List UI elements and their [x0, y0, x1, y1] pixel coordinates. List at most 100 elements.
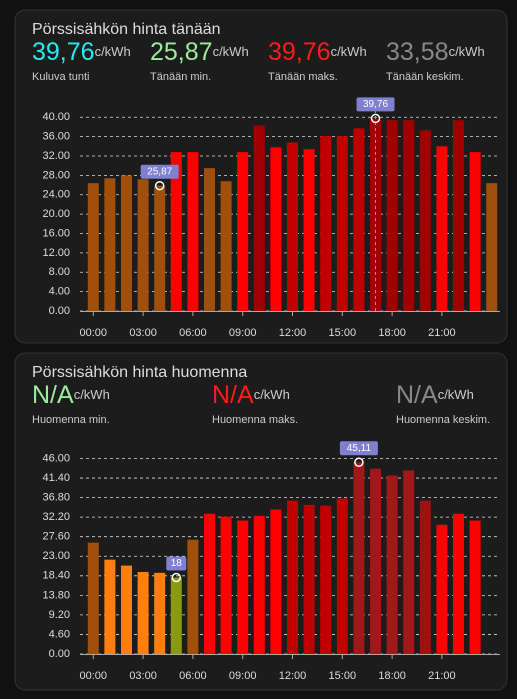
x-tick-label: 06:00	[179, 327, 207, 339]
stat-label: Tänään min.	[150, 71, 211, 83]
stat-unit: c/kWh	[95, 44, 131, 59]
bar	[436, 146, 448, 311]
y-tick-label: 0.00	[49, 305, 70, 317]
stat-number: N/A	[32, 381, 74, 409]
stat-unit: c/kWh	[331, 44, 367, 59]
stat-unit: c/kWh	[213, 44, 249, 59]
bar	[237, 152, 249, 311]
annotation-box	[166, 556, 187, 571]
stat-unit: c/kWh	[449, 44, 485, 59]
y-tick-label: 36.00	[42, 131, 70, 143]
bar	[253, 125, 265, 311]
bar	[87, 183, 99, 311]
bar	[469, 520, 481, 654]
bar	[320, 505, 332, 654]
annotation-marker	[370, 113, 381, 124]
annotation-box	[356, 97, 395, 112]
bar	[353, 462, 365, 654]
stat-value: 39,76c/kWh	[32, 38, 131, 66]
bar	[104, 559, 116, 654]
bar	[137, 179, 149, 311]
y-tick-label: 12.00	[42, 247, 70, 259]
y-tick-label: 8.00	[49, 266, 70, 278]
stat-value: N/Ac/kWh	[32, 381, 110, 409]
stat-number: N/A	[212, 381, 254, 409]
stat-label: Huomenna maks.	[212, 414, 298, 426]
annotation-label: 25,87	[147, 166, 172, 177]
y-tick-label: 36.80	[42, 492, 70, 504]
bar	[120, 175, 132, 311]
y-tick-label: 46.00	[42, 452, 70, 464]
bar	[386, 475, 398, 654]
stat-number: N/A	[396, 381, 438, 409]
stat-label: Tänään maks.	[268, 71, 338, 83]
stat-label: Huomenna min.	[32, 414, 110, 426]
annotation-label: 39,76	[363, 99, 388, 110]
bar	[320, 136, 332, 311]
bar	[403, 120, 415, 311]
y-tick-label: 41.40	[42, 472, 70, 484]
bar	[203, 168, 215, 311]
stat-number: 25,87	[150, 38, 213, 66]
bar	[170, 152, 182, 311]
bar	[87, 542, 99, 654]
annotation-label: 45,11	[347, 443, 372, 454]
bar	[220, 516, 232, 654]
stat-number: 39,76	[32, 38, 95, 66]
annotation-marker	[354, 457, 364, 468]
y-tick-label: 0.00	[49, 648, 70, 660]
y-tick-label: 32.20	[42, 511, 70, 523]
x-tick-label: 15:00	[329, 670, 357, 682]
annotation-marker	[171, 572, 182, 583]
x-tick-label: 00:00	[80, 670, 108, 682]
bar	[203, 513, 215, 654]
annotation-box	[140, 164, 179, 179]
x-tick-label: 00:00	[80, 327, 108, 339]
bar	[187, 539, 199, 654]
annotation-marker	[154, 180, 165, 191]
bar	[187, 152, 199, 311]
card-title: Pörssisähkön hinta huomenna	[32, 364, 247, 381]
y-tick-label: 13.80	[42, 589, 70, 601]
y-tick-label: 9.20	[49, 609, 70, 621]
y-tick-label: 28.00	[42, 169, 70, 181]
x-tick-label: 03:00	[129, 670, 157, 682]
bar	[453, 513, 465, 654]
x-tick-label: 09:00	[229, 327, 257, 339]
bar	[253, 515, 265, 654]
x-tick-label: 18:00	[378, 670, 406, 682]
bar	[419, 500, 431, 654]
x-tick-label: 18:00	[378, 327, 406, 339]
stat-unit: c/kWh	[438, 387, 474, 402]
stat-value: N/Ac/kWh	[396, 381, 474, 409]
stat-label: Tänään keskim.	[386, 71, 464, 83]
bar	[287, 142, 298, 311]
bar	[303, 149, 315, 311]
stat-value: N/Ac/kWh	[212, 381, 290, 409]
y-tick-label: 23.00	[42, 550, 70, 562]
bar	[104, 178, 116, 311]
y-tick-label: 40.00	[42, 111, 70, 123]
stat-unit: c/kWh	[254, 387, 290, 402]
y-tick-label: 20.00	[42, 208, 70, 220]
annotation-box	[339, 441, 378, 456]
x-tick-label: 21:00	[428, 327, 456, 339]
stat-label: Kuluva tunti	[32, 71, 89, 83]
stat-value: 25,87c/kWh	[150, 38, 249, 66]
stat-value: 39,76c/kWh	[268, 38, 367, 66]
bar	[419, 130, 431, 311]
bar	[154, 572, 166, 654]
y-tick-label: 27.60	[42, 531, 70, 543]
y-tick-label: 18.40	[42, 570, 70, 582]
bar	[270, 509, 282, 654]
y-tick-label: 24.00	[42, 189, 70, 201]
bar	[287, 500, 298, 654]
y-tick-label: 16.00	[42, 227, 70, 239]
x-tick-label: 15:00	[329, 327, 357, 339]
y-tick-label: 4.00	[49, 286, 70, 298]
bar	[486, 183, 498, 311]
bar	[270, 147, 282, 311]
stat-label: Huomenna keskim.	[396, 414, 490, 426]
x-tick-label: 12:00	[279, 670, 307, 682]
